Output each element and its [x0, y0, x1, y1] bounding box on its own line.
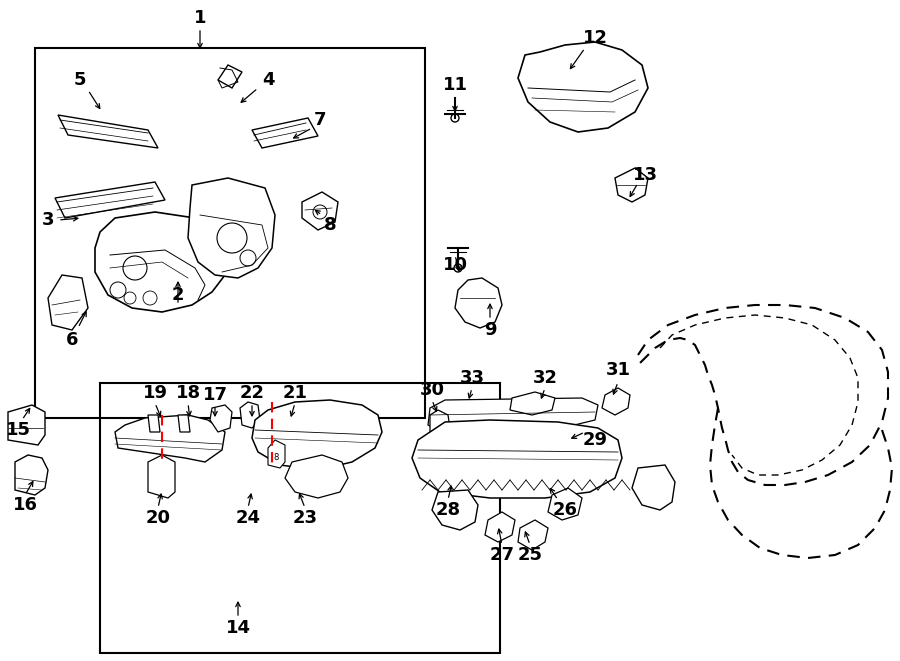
Text: 11: 11	[443, 76, 467, 94]
Bar	[100, 383, 500, 653]
Text: 17: 17	[202, 386, 228, 404]
Polygon shape	[302, 192, 338, 230]
Text: 19: 19	[142, 384, 167, 402]
Text: 7: 7	[314, 111, 326, 129]
Polygon shape	[148, 455, 175, 498]
Polygon shape	[95, 212, 228, 312]
Text: 4: 4	[262, 71, 274, 89]
Text: 2: 2	[172, 286, 184, 304]
Text: 3: 3	[41, 211, 54, 229]
Polygon shape	[430, 410, 450, 435]
Polygon shape	[602, 388, 630, 415]
Polygon shape	[252, 118, 318, 148]
Polygon shape	[518, 42, 648, 132]
Polygon shape	[548, 488, 582, 520]
Polygon shape	[518, 520, 548, 550]
Text: 13: 13	[633, 166, 658, 184]
Text: 16: 16	[13, 496, 38, 514]
Polygon shape	[15, 455, 48, 495]
Polygon shape	[148, 415, 160, 432]
Polygon shape	[8, 405, 45, 445]
Text: 31: 31	[606, 361, 631, 379]
Polygon shape	[252, 400, 382, 470]
Text: 25: 25	[518, 546, 543, 564]
Text: 12: 12	[582, 29, 608, 47]
Text: 6: 6	[66, 331, 78, 349]
Text: 24: 24	[236, 509, 260, 527]
Text: 33: 33	[460, 369, 484, 387]
Polygon shape	[632, 465, 675, 510]
Text: 8: 8	[324, 216, 337, 234]
Polygon shape	[510, 392, 555, 415]
Polygon shape	[188, 178, 275, 278]
Polygon shape	[115, 415, 225, 462]
Text: 18: 18	[176, 384, 201, 402]
Text: 29: 29	[582, 431, 608, 449]
Text: 21: 21	[283, 384, 308, 402]
Polygon shape	[268, 440, 285, 468]
Polygon shape	[48, 275, 88, 330]
Text: 26: 26	[553, 501, 578, 519]
Text: 9: 9	[484, 321, 496, 339]
Text: 20: 20	[146, 509, 170, 527]
Polygon shape	[455, 278, 502, 328]
Text: 8: 8	[274, 453, 279, 463]
Text: 27: 27	[490, 546, 515, 564]
Text: 32: 32	[533, 369, 557, 387]
Polygon shape	[240, 402, 260, 428]
Text: 14: 14	[226, 619, 250, 637]
Text: 30: 30	[419, 381, 445, 399]
Polygon shape	[210, 405, 232, 432]
Polygon shape	[412, 420, 622, 498]
Text: 23: 23	[292, 509, 318, 527]
Polygon shape	[428, 398, 598, 432]
Polygon shape	[485, 512, 515, 542]
Text: 10: 10	[443, 256, 467, 274]
Text: 5: 5	[74, 71, 86, 89]
Bar	[35, 48, 425, 418]
Polygon shape	[432, 490, 478, 530]
Text: 28: 28	[436, 501, 461, 519]
Text: 15: 15	[5, 421, 31, 439]
Polygon shape	[615, 168, 648, 202]
Polygon shape	[218, 65, 242, 88]
Text: 22: 22	[239, 384, 265, 402]
Polygon shape	[55, 182, 165, 218]
Polygon shape	[58, 115, 158, 148]
Text: 1: 1	[194, 9, 206, 27]
Polygon shape	[285, 455, 348, 498]
Polygon shape	[178, 415, 190, 432]
